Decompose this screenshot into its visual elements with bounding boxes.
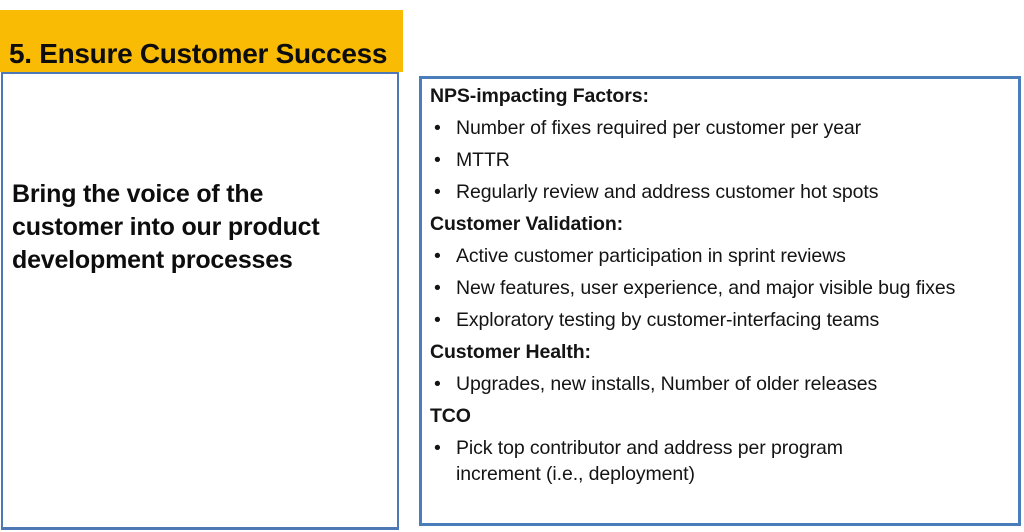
section-header-text: TCO	[430, 405, 471, 427]
section-header-customer-validation: Customer Validation:	[430, 211, 1014, 237]
bullet-item: • MTTR	[430, 147, 1014, 173]
bullet-icon: •	[434, 437, 441, 459]
bullet-item: • Upgrades, new installs, Number of olde…	[430, 371, 1014, 397]
bullet-text: Regularly review and address customer ho…	[456, 181, 879, 203]
section-header-nps: NPS-impacting Factors:	[430, 83, 1014, 109]
bullet-item: • Regularly review and address customer …	[430, 179, 1014, 205]
bullet-item: • Exploratory testing by customer-interf…	[430, 307, 1014, 333]
bullet-text: Exploratory testing by customer-interfac…	[456, 309, 880, 331]
section-header-text: Customer Health:	[430, 341, 591, 363]
section-header-text: NPS-impacting Factors:	[430, 85, 649, 107]
bullet-item: • Pick top contributor and address per p…	[430, 435, 1014, 487]
section-header-text: Customer Validation:	[430, 213, 624, 235]
metrics-box: NPS-impacting Factors: • Number of fixes…	[419, 76, 1021, 526]
bullet-item: • New features, user experience, and maj…	[430, 275, 1014, 301]
section-header-customer-health: Customer Health:	[430, 339, 1014, 365]
bullet-item: • Number of fixes required per customer …	[430, 115, 1014, 141]
bullet-text: Pick top contributor and address per pro…	[456, 437, 843, 485]
bullet-icon: •	[434, 149, 441, 171]
slide-title-bar: 5. Ensure Customer Success	[0, 10, 403, 72]
section-header-tco: TCO	[430, 403, 1014, 429]
objective-text: Bring the voice of the customer into our…	[12, 180, 320, 274]
bullet-text: Number of fixes required per customer pe…	[456, 117, 862, 139]
bullet-text: New features, user experience, and major…	[456, 277, 956, 299]
bullet-icon: •	[434, 117, 441, 139]
bullet-item: • Active customer participation in sprin…	[430, 243, 1014, 269]
bullet-icon: •	[434, 373, 441, 395]
bullet-icon: •	[434, 245, 441, 267]
slide-title: 5. Ensure Customer Success	[9, 38, 388, 69]
bullet-text: Upgrades, new installs, Number of older …	[456, 373, 878, 395]
bullet-icon: •	[434, 309, 441, 331]
bullet-text: MTTR	[456, 149, 510, 171]
bullet-icon: •	[434, 181, 441, 203]
bullet-icon: •	[434, 277, 441, 299]
objective-box: Bring the voice of the customer into our…	[1, 72, 399, 530]
bullet-text: Active customer participation in sprint …	[456, 245, 846, 267]
